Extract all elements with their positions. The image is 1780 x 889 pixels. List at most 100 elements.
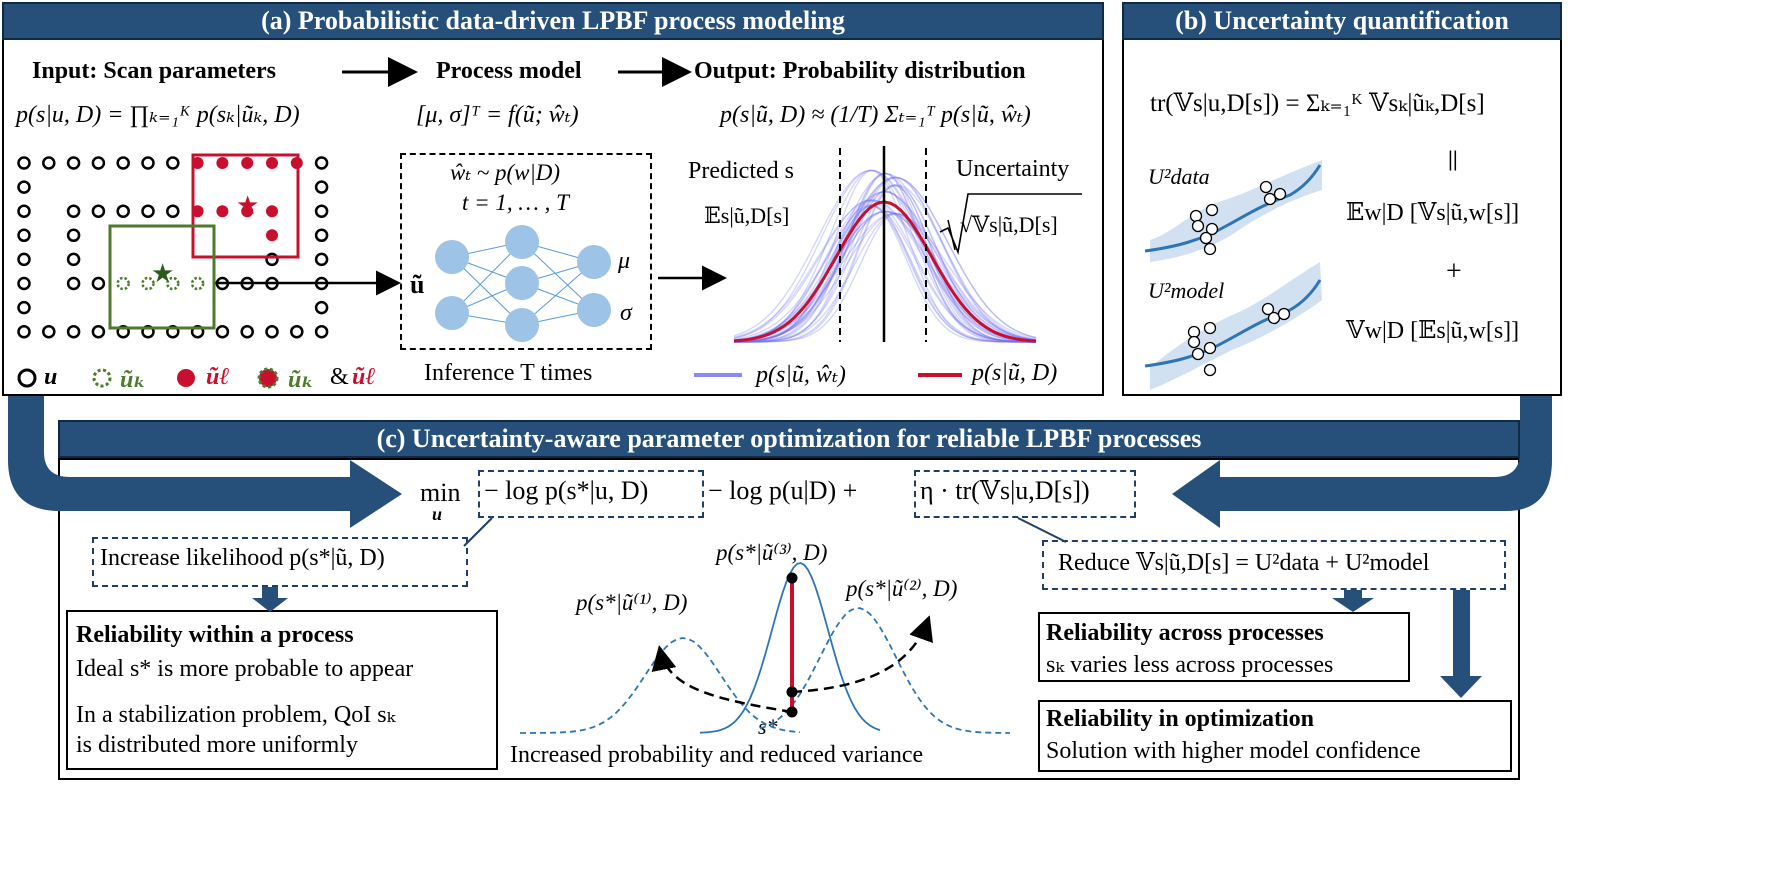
- eq-model: [μ, σ]ᵀ = f(ũ; ŵₜ): [416, 102, 579, 128]
- equals-sign: ||: [1448, 146, 1458, 171]
- scan-point: [240, 276, 254, 291]
- scan-point: [42, 156, 56, 170]
- across-title: Reliability across processes: [1046, 620, 1324, 646]
- scan-point: [66, 276, 81, 291]
- uq-point: [1187, 335, 1201, 349]
- scan-point: [191, 157, 204, 169]
- objective-term2: − log p(u|D) +: [708, 476, 858, 505]
- uq-point: [1189, 209, 1203, 223]
- scan-point: [215, 324, 230, 339]
- uncertainty-label: Uncertainty: [956, 156, 1070, 182]
- window-green: [108, 224, 216, 330]
- scan-point: [314, 204, 329, 218]
- curve-label-3: p(s*|ũ⁽³⁾, D): [716, 540, 828, 565]
- center-gaussian-sketch: [520, 562, 1011, 734]
- eq-trace: tr(𝕍s|u,D[s]) = Σₖ₌₁ᴷ 𝕍sₖ|ũₖ,D[s]: [1150, 90, 1485, 117]
- scan-point: [314, 252, 329, 267]
- big-arrows: [8, 396, 1552, 528]
- scan-point: [166, 324, 180, 339]
- legend-uk-label: ũₖ: [120, 367, 146, 393]
- scan-point: [91, 204, 106, 218]
- legend-both-b: ũℓ: [352, 364, 376, 390]
- panel-c-title: (c) Uncertainty-aware parameter optimiza…: [58, 420, 1520, 458]
- opt-line1: Solution with higher model confidence: [1046, 738, 1421, 764]
- c-connectors: [463, 517, 1067, 547]
- nn-node: [505, 266, 539, 300]
- scan-point: [166, 204, 180, 218]
- curve-label-2: p(s*|ũ⁽²⁾, D): [846, 576, 958, 601]
- scan-point: [66, 252, 81, 267]
- uq-point: [1259, 180, 1273, 194]
- nn-range: t = 1, … , T: [462, 190, 569, 215]
- scan-point: [166, 276, 180, 291]
- scan-point: [190, 276, 205, 291]
- uq-point: [1277, 307, 1291, 321]
- star-green: ★: [151, 259, 174, 289]
- neural-network: [435, 225, 611, 342]
- input-label: Input: Scan parameters: [32, 58, 276, 84]
- increase-likelihood-box: [92, 537, 468, 587]
- legend-uk-marker: [92, 368, 112, 388]
- optimization-box: [1038, 700, 1512, 772]
- uq-point: [1267, 311, 1281, 325]
- objective-term1-box: [478, 470, 704, 518]
- trajectory-right: [791, 615, 933, 694]
- uq-point: [1273, 187, 1287, 201]
- uq-point: [1205, 203, 1219, 217]
- legend-ul-marker: [177, 369, 195, 387]
- objective-term1: − log p(s*|u, D): [484, 476, 649, 505]
- nn-output-sigma: σ: [620, 300, 632, 326]
- legend-red-label: p(s|ũ, D): [972, 360, 1058, 386]
- scan-point: [17, 252, 31, 267]
- scan-point: [66, 156, 81, 170]
- scan-point: [314, 180, 329, 194]
- center-caption: Increased probability and reduced varian…: [510, 742, 924, 768]
- inference-caption: Inference T times: [424, 360, 593, 386]
- scan-point: [66, 324, 81, 339]
- scan-point: [17, 228, 31, 243]
- eq-output: p(s|ũ, D) ≈ (1/T) Σₜ₌₁ᵀ p(s|ũ, ŵₜ): [720, 102, 1031, 128]
- scan-point: [241, 157, 254, 169]
- scan-point: [215, 276, 230, 291]
- scan-point: [266, 205, 278, 218]
- within-process-box: [66, 610, 498, 770]
- objective-term3-box: [914, 470, 1136, 518]
- scan-point: [116, 324, 130, 339]
- point-3: [786, 572, 798, 584]
- eq-data-term: 𝔼w|D [𝕍s|ũ,w[s]]: [1346, 200, 1520, 226]
- process-label: Process model: [436, 58, 582, 84]
- opt-title: Reliability in optimization: [1046, 706, 1315, 732]
- scan-point: [216, 205, 229, 218]
- uncertainty-expr: √𝕍s|ũ,D[s]: [960, 212, 1058, 237]
- scan-point: [66, 204, 81, 218]
- objective-min: min: [420, 478, 461, 507]
- nn-node: [577, 293, 611, 327]
- scan-point: [17, 324, 31, 339]
- uq-plots: [1144, 160, 1322, 390]
- scan-point: [17, 156, 31, 170]
- reduce-variance-box: [1042, 540, 1506, 590]
- objective-term3: η · tr(𝕍s|u,D[s]): [920, 476, 1090, 505]
- panel-b-title: (b) Uncertainty quantification: [1122, 2, 1562, 40]
- uq-point: [1203, 363, 1217, 377]
- s-star-label: s*: [758, 714, 778, 739]
- scan-point: [17, 300, 31, 315]
- scan-point: [17, 180, 31, 194]
- nn-node: [505, 225, 539, 259]
- scan-point: [314, 300, 329, 315]
- output-label: Output: Probability distribution: [694, 58, 1026, 84]
- uq-point: [1203, 242, 1217, 256]
- uq-band: [1150, 262, 1322, 390]
- uq-point: [1191, 347, 1205, 361]
- panel-a: [2, 2, 1104, 396]
- scan-point: [91, 156, 106, 170]
- uq-point: [1263, 192, 1277, 206]
- predicted-label: Predicted s: [688, 158, 794, 184]
- distribution-plot: [733, 146, 1037, 343]
- scan-point: [265, 276, 279, 291]
- within-line3: is distributed more uniformly: [76, 732, 358, 758]
- scan-point: [17, 204, 31, 218]
- scan-point: [290, 324, 304, 339]
- reduce-variance: Reduce 𝕍s|ũ,D[s] = U²data + U²model: [1058, 550, 1430, 576]
